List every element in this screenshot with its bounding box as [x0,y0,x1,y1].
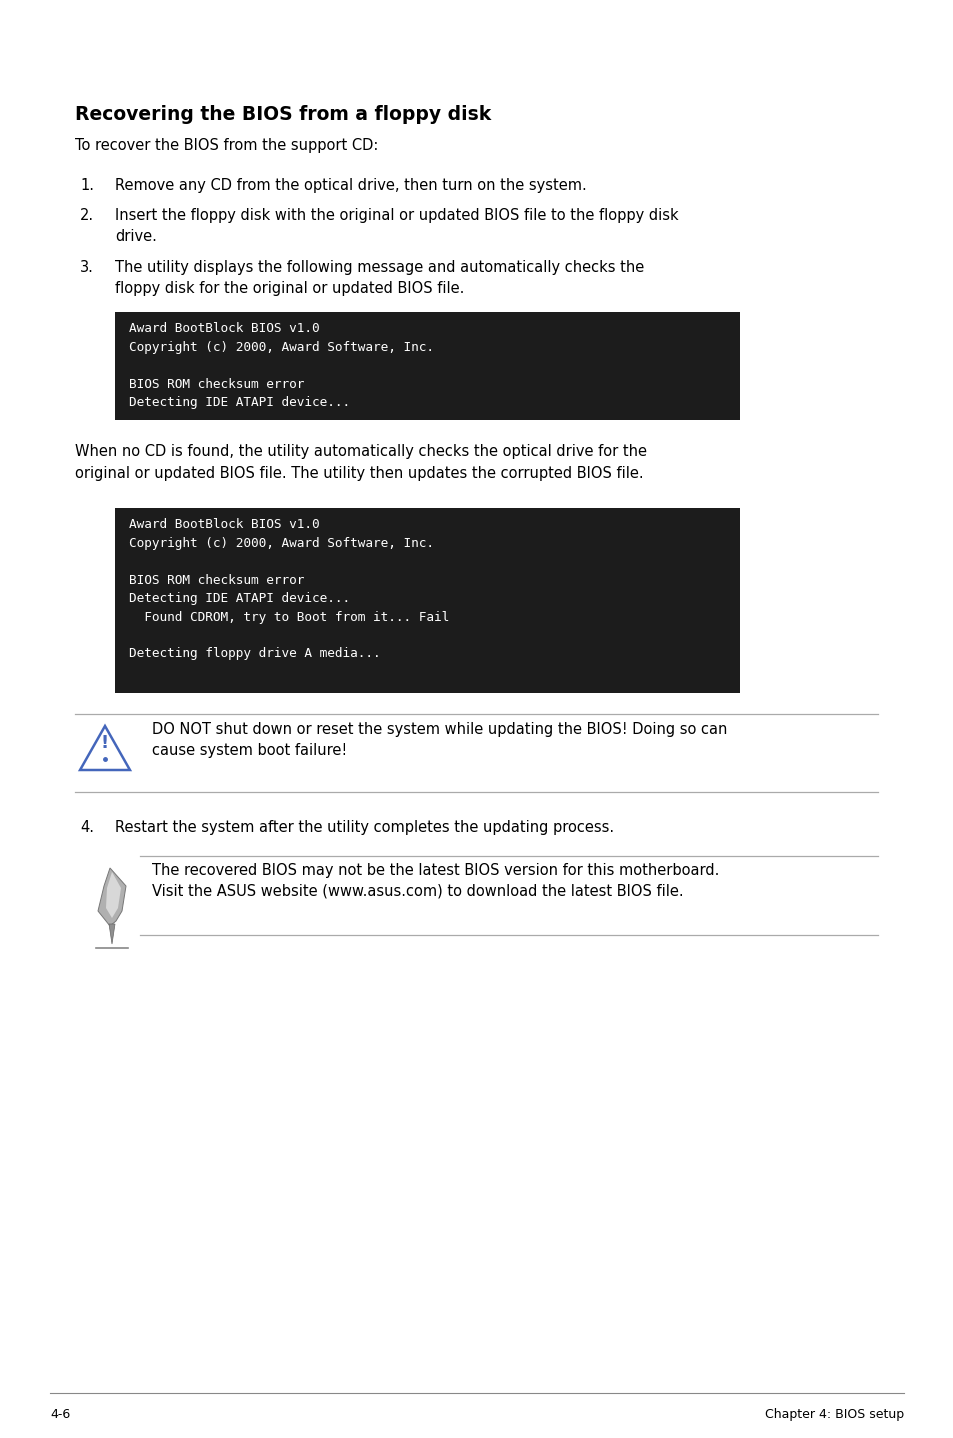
Text: Insert the floppy disk with the original or updated BIOS file to the floppy disk: Insert the floppy disk with the original… [115,209,678,244]
FancyBboxPatch shape [115,312,740,420]
Text: To recover the BIOS from the support CD:: To recover the BIOS from the support CD: [75,138,378,152]
Polygon shape [106,871,121,917]
Text: The utility displays the following message and automatically checks the
floppy d: The utility displays the following messa… [115,260,643,296]
Text: Award BootBlock BIOS v1.0
Copyright (c) 2000, Award Software, Inc.

BIOS ROM che: Award BootBlock BIOS v1.0 Copyright (c) … [129,322,434,408]
Text: Recovering the BIOS from a floppy disk: Recovering the BIOS from a floppy disk [75,105,491,124]
Polygon shape [80,726,130,769]
Text: Restart the system after the utility completes the updating process.: Restart the system after the utility com… [115,820,614,835]
Text: 1.: 1. [80,178,94,193]
Text: 3.: 3. [80,260,93,275]
Polygon shape [109,925,115,943]
Text: The recovered BIOS may not be the latest BIOS version for this motherboard.
Visi: The recovered BIOS may not be the latest… [152,863,719,899]
FancyBboxPatch shape [115,508,740,693]
Text: 2.: 2. [80,209,94,223]
Text: 4-6: 4-6 [50,1408,71,1421]
Text: 4.: 4. [80,820,94,835]
Text: Award BootBlock BIOS v1.0
Copyright (c) 2000, Award Software, Inc.

BIOS ROM che: Award BootBlock BIOS v1.0 Copyright (c) … [129,518,449,660]
Text: Chapter 4: BIOS setup: Chapter 4: BIOS setup [764,1408,903,1421]
Text: !: ! [101,733,109,752]
Polygon shape [98,869,126,926]
Text: When no CD is found, the utility automatically checks the optical drive for the
: When no CD is found, the utility automat… [75,444,646,480]
Text: DO NOT shut down or reset the system while updating the BIOS! Doing so can
cause: DO NOT shut down or reset the system whi… [152,722,726,758]
Text: Remove any CD from the optical drive, then turn on the system.: Remove any CD from the optical drive, th… [115,178,586,193]
